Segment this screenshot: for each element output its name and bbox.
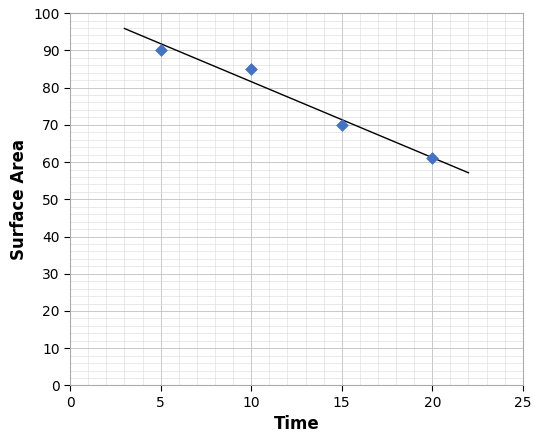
Point xyxy=(428,155,437,162)
Point xyxy=(247,65,255,72)
Point xyxy=(156,47,165,54)
X-axis label: Time: Time xyxy=(274,415,319,434)
Point xyxy=(337,121,346,128)
Y-axis label: Surface Area: Surface Area xyxy=(10,139,27,260)
